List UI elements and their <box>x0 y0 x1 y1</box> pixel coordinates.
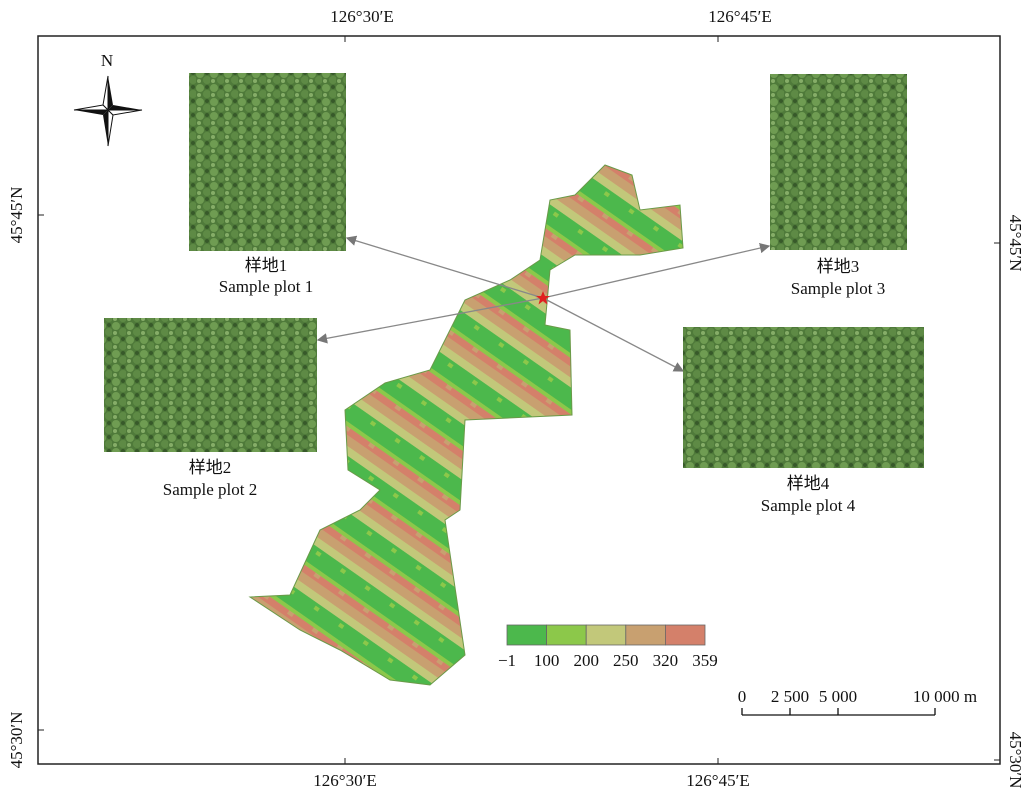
legend-label: 320 <box>653 651 679 670</box>
legend-swatch <box>507 625 547 645</box>
north-label: N <box>101 51 113 70</box>
plot-label-cn: 样地2 <box>189 458 232 477</box>
lon-label: 126°30′E <box>313 771 376 790</box>
lat-label: 45°30′N <box>7 712 26 769</box>
plot-label-en: Sample plot 3 <box>791 279 885 298</box>
legend-label: 250 <box>613 651 639 670</box>
legend-label: 359 <box>692 651 718 670</box>
lon-label: 126°45′E <box>686 771 749 790</box>
plot-image <box>104 318 317 452</box>
legend-label: 200 <box>573 651 599 670</box>
scale-label: 10 000 m <box>913 687 977 706</box>
plot-label-cn: 样地3 <box>817 257 860 276</box>
plot-image <box>189 73 346 251</box>
plot-label-cn: 样地1 <box>245 256 288 275</box>
lat-label: 45°45′N <box>1006 215 1025 272</box>
legend-label: 100 <box>534 651 560 670</box>
legend-swatch <box>665 625 705 645</box>
legend-swatch <box>626 625 666 645</box>
lat-label: 45°30′N <box>1006 732 1025 789</box>
lat-label: 45°45′N <box>7 187 26 244</box>
scale-label: 5 000 <box>819 687 857 706</box>
plot-label-en: Sample plot 1 <box>219 277 313 296</box>
map: 126°30′E 126°45′E 126°30′E 126°45′E 45°4… <box>0 0 1028 796</box>
scale-label: 0 <box>738 687 747 706</box>
legend-label: −1 <box>498 651 516 670</box>
plot-image <box>683 327 924 468</box>
plot-label-cn: 样地4 <box>787 474 830 493</box>
scale-label: 2 500 <box>771 687 809 706</box>
plot-label-en: Sample plot 2 <box>163 480 257 499</box>
legend-swatch <box>586 625 626 645</box>
plot-image <box>770 74 907 250</box>
plot-label-en: Sample plot 4 <box>761 496 856 515</box>
legend-swatch <box>547 625 587 645</box>
lon-label: 126°45′E <box>708 7 771 26</box>
lon-label: 126°30′E <box>330 7 393 26</box>
